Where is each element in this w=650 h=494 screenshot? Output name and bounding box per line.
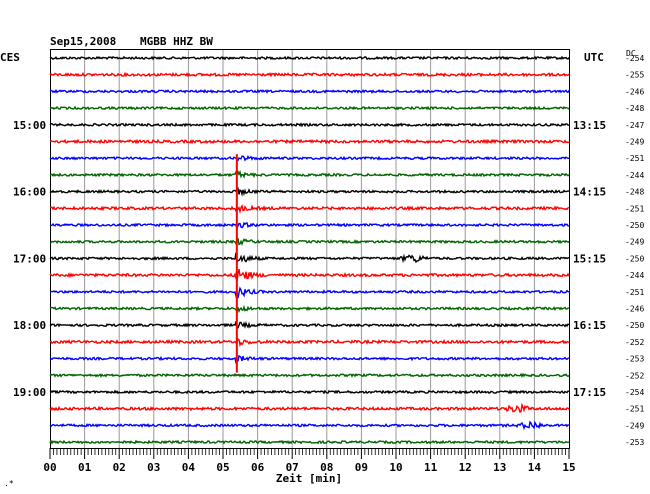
dc-offset-label: -251 — [625, 288, 644, 297]
x-tick-label: 04 — [182, 461, 196, 474]
seismic-trace — [49, 169, 570, 179]
dc-offset-label: -250 — [625, 321, 644, 330]
x-tick-label: 15 — [562, 461, 575, 474]
dc-offset-label: -254 — [625, 388, 644, 397]
seismic-trace — [49, 354, 570, 365]
dc-offset-label: -252 — [625, 338, 644, 347]
dc-offset-label: -253 — [625, 438, 644, 447]
station-label: MGBB HHZ BW — [140, 35, 213, 48]
x-tick-label: 10 — [389, 461, 402, 474]
seismic-trace — [49, 88, 570, 94]
x-tick-label: 07 — [286, 461, 299, 474]
right-time-label: 15:15 — [573, 252, 606, 265]
dc-offset-label: -254 — [625, 54, 644, 63]
seismic-trace — [49, 186, 570, 197]
x-tick-label: 13 — [493, 461, 506, 474]
right-time-label: 17:15 — [573, 386, 606, 399]
x-tick-label: 03 — [147, 461, 160, 474]
grid-lines — [84, 50, 535, 448]
dc-offset-label: -251 — [625, 154, 644, 163]
x-tick-label: 00 — [43, 461, 56, 474]
seismic-trace — [49, 304, 570, 315]
dc-offset-label: -244 — [625, 271, 644, 280]
left-time-label: 17:00 — [13, 252, 46, 265]
seismic-trace — [49, 138, 570, 145]
seismic-trace — [49, 71, 570, 78]
seismic-trace — [49, 337, 570, 348]
watermark-mark: .* — [4, 479, 14, 488]
dc-offset-label: -248 — [625, 104, 644, 113]
x-tick-label: 09 — [355, 461, 368, 474]
seismic-trace — [49, 372, 570, 379]
seismic-trace — [49, 286, 570, 299]
seismic-trace — [49, 321, 570, 330]
seismic-trace — [49, 203, 570, 215]
left-time-label: 19:00 — [13, 386, 46, 399]
dc-offset-label: -252 — [625, 371, 644, 380]
dc-offset-label: -251 — [625, 405, 644, 414]
dc-offset-label: -247 — [625, 121, 644, 130]
x-tick-label: 02 — [113, 461, 126, 474]
seismic-trace — [49, 238, 570, 247]
dc-offset-label: -249 — [625, 421, 644, 430]
right-time-label: 14:15 — [573, 186, 606, 199]
x-tick-label: 11 — [424, 461, 438, 474]
seismic-trace — [49, 389, 570, 395]
seismic-trace — [49, 105, 570, 111]
dc-offset-label: -249 — [625, 138, 644, 147]
x-tick-label: 12 — [459, 461, 472, 474]
seismic-trace — [49, 55, 570, 61]
right-timezone-label: UTC — [584, 51, 604, 64]
left-time-label: 16:00 — [13, 186, 46, 199]
plot-frame — [50, 49, 570, 449]
dc-offset-label: -250 — [625, 221, 644, 230]
left-time-label: 15:00 — [13, 119, 46, 132]
dc-offset-label: -253 — [625, 355, 644, 364]
date-label: Sep15,2008 — [50, 35, 116, 48]
seismic-trace — [49, 439, 570, 445]
seismic-traces: -254 -255 -246 -248 -247 -249 -251 -244 -248 -251… — [49, 54, 644, 447]
time-labels: 15:00 16:00 17:00 18:00 19:00 13:15 14:15 15:15… — [13, 119, 606, 399]
x-tick-label: 08 — [320, 461, 333, 474]
x-axis: 00 01 02 03 04 05 06 07 08 09 10 11 12 13 14 15 — [43, 448, 576, 474]
seismic-trace — [49, 221, 570, 232]
x-tick-label: 05 — [216, 461, 229, 474]
dc-label: DC — [626, 49, 636, 58]
dc-offset-label: -251 — [625, 204, 644, 213]
seismic-trace — [49, 155, 570, 162]
dc-offset-label: -249 — [625, 238, 644, 247]
x-axis-label: Zeit [min] — [276, 472, 342, 485]
seismic-trace — [49, 402, 570, 413]
left-time-label: 18:00 — [13, 319, 46, 332]
seismic-trace — [49, 252, 570, 266]
dc-offset-label: -248 — [625, 188, 644, 197]
dc-offset-label: -246 — [625, 305, 644, 314]
x-tick-label: 06 — [251, 461, 265, 474]
left-timezone-label: CES — [0, 51, 20, 64]
dc-offset-label: -250 — [625, 254, 644, 263]
dc-offset-label: -246 — [625, 87, 644, 96]
seismic-trace — [49, 420, 570, 431]
dc-offset-label: -255 — [625, 71, 644, 80]
seismic-trace — [49, 122, 569, 128]
dc-offset-label: -244 — [625, 171, 644, 180]
right-time-label: 16:15 — [573, 319, 606, 332]
right-time-label: 13:15 — [573, 119, 606, 132]
x-tick-label: 01 — [78, 461, 92, 474]
seismic-trace — [49, 268, 570, 282]
x-tick-label: 14 — [528, 461, 542, 474]
